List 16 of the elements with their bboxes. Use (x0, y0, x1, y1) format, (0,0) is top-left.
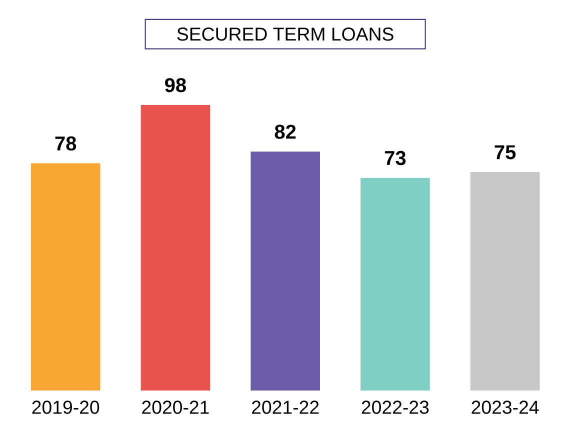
bar (140, 104, 210, 391)
data-label: 78 (55, 136, 76, 151)
bar (250, 152, 320, 391)
bar (360, 178, 430, 391)
data-label: 75 (494, 145, 516, 160)
data-label: 98 (165, 78, 186, 92)
data-label: 82 (274, 124, 296, 139)
x-tick-label: 2023-24 (472, 400, 539, 414)
data-label: 73 (384, 150, 406, 166)
x-tick-label: 2020-21 (142, 400, 209, 414)
x-tick-label: 2021-22 (252, 400, 319, 414)
chart-title: SECURED TERM LOANS (177, 28, 394, 41)
bar (470, 172, 540, 391)
x-tick-label: 2022-23 (362, 400, 429, 414)
bar (30, 163, 100, 391)
x-tick-label: 2019-20 (32, 400, 100, 414)
